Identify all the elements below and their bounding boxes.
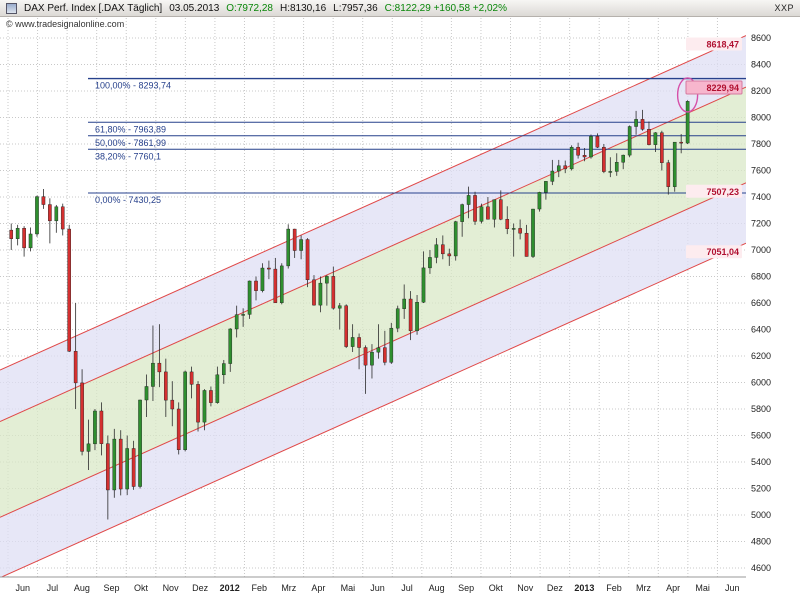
svg-text:Aug: Aug (429, 583, 445, 593)
scale-mode-label[interactable]: XXP (774, 3, 794, 13)
svg-text:6800: 6800 (751, 272, 771, 282)
svg-text:Jun: Jun (725, 583, 740, 593)
svg-text:4800: 4800 (751, 537, 771, 547)
candlestick-series (9, 100, 690, 520)
window-icon (6, 2, 17, 14)
regression-channel (0, 35, 746, 577)
svg-text:7200: 7200 (751, 219, 771, 229)
svg-text:Feb: Feb (606, 583, 622, 593)
svg-text:Mrz: Mrz (281, 583, 296, 593)
open-value: O:7972,28 (226, 2, 273, 14)
svg-text:2012: 2012 (220, 583, 240, 593)
y-axis-labels[interactable]: 4600 4800 5000 5200 5400 5600 5800 6000 6200 6400… (751, 33, 771, 573)
copyright-watermark: © www.tradesignalonline.com (6, 19, 125, 29)
svg-text:Jul: Jul (401, 583, 413, 593)
high-value: H:8130,16 (280, 2, 327, 14)
svg-text:Sep: Sep (458, 583, 474, 593)
close-change-value: C:8122,29 +160,58 +2,02% (384, 2, 507, 14)
svg-text:7507,23: 7507,23 (706, 187, 739, 197)
svg-text:7400: 7400 (751, 192, 771, 202)
svg-text:8229,94: 8229,94 (706, 83, 739, 93)
svg-text:Jul: Jul (47, 583, 59, 593)
svg-text:4600: 4600 (751, 563, 771, 573)
svg-text:7051,04: 7051,04 (706, 247, 739, 257)
date-label: 03.05.2013 (169, 2, 220, 14)
svg-text:Feb: Feb (252, 583, 268, 593)
svg-text:Okt: Okt (134, 583, 149, 593)
svg-text:Mai: Mai (695, 583, 710, 593)
highlight-ellipse (676, 77, 699, 113)
svg-text:8000: 8000 (751, 113, 771, 123)
svg-text:5800: 5800 (751, 404, 771, 414)
svg-text:7000: 7000 (751, 245, 771, 255)
fibonacci-retracement: 100,00% - 8293,74 61,80% - 7963,89 50,00% … (88, 77, 746, 205)
svg-text:5400: 5400 (751, 457, 771, 467)
svg-text:38,20% - 7760,1: 38,20% - 7760,1 (95, 151, 161, 161)
svg-text:Sep: Sep (103, 583, 119, 593)
svg-text:8600: 8600 (751, 33, 771, 43)
x-axis-labels[interactable]: Jun Jul Aug Sep Okt Nov Dez 2012 Feb Mrz Apr Mai Jun… (16, 583, 740, 593)
svg-text:61,80% - 7963,89: 61,80% - 7963,89 (95, 124, 166, 134)
svg-text:0,00% - 7430,25: 0,00% - 7430,25 (95, 195, 161, 205)
svg-text:8200: 8200 (751, 86, 771, 96)
chart-header: DAX Perf. Index [.DAX Täglich] 03.05.201… (0, 0, 800, 17)
svg-text:Mrz: Mrz (636, 583, 651, 593)
svg-text:Apr: Apr (666, 583, 680, 593)
svg-text:8618,47: 8618,47 (706, 40, 739, 50)
svg-text:5600: 5600 (751, 431, 771, 441)
svg-text:5000: 5000 (751, 510, 771, 520)
svg-text:7600: 7600 (751, 166, 771, 176)
svg-text:5200: 5200 (751, 484, 771, 494)
svg-text:Mai: Mai (341, 583, 356, 593)
channel-price-labels: 8618,47 8229,94 7507,23 7051,04 (685, 37, 743, 259)
svg-text:Aug: Aug (74, 583, 90, 593)
svg-text:Nov: Nov (517, 583, 534, 593)
svg-text:Dez: Dez (192, 583, 209, 593)
svg-text:7800: 7800 (751, 139, 771, 149)
svg-text:8400: 8400 (751, 60, 771, 70)
svg-text:Okt: Okt (489, 583, 504, 593)
instrument-title: DAX Perf. Index [.DAX Täglich] (24, 2, 163, 14)
svg-text:100,00% - 8293,74: 100,00% - 8293,74 (95, 81, 171, 91)
svg-text:6000: 6000 (751, 378, 771, 388)
low-value: L:7957,36 (333, 2, 378, 14)
svg-text:6200: 6200 (751, 351, 771, 361)
svg-text:2013: 2013 (574, 583, 594, 593)
svg-text:Jun: Jun (16, 583, 31, 593)
svg-text:Dez: Dez (547, 583, 564, 593)
svg-text:Jun: Jun (370, 583, 385, 593)
svg-text:Nov: Nov (163, 583, 180, 593)
svg-text:6600: 6600 (751, 298, 771, 308)
svg-text:50,00% - 7861,99: 50,00% - 7861,99 (95, 138, 166, 148)
svg-text:6400: 6400 (751, 325, 771, 335)
svg-text:Apr: Apr (311, 583, 325, 593)
